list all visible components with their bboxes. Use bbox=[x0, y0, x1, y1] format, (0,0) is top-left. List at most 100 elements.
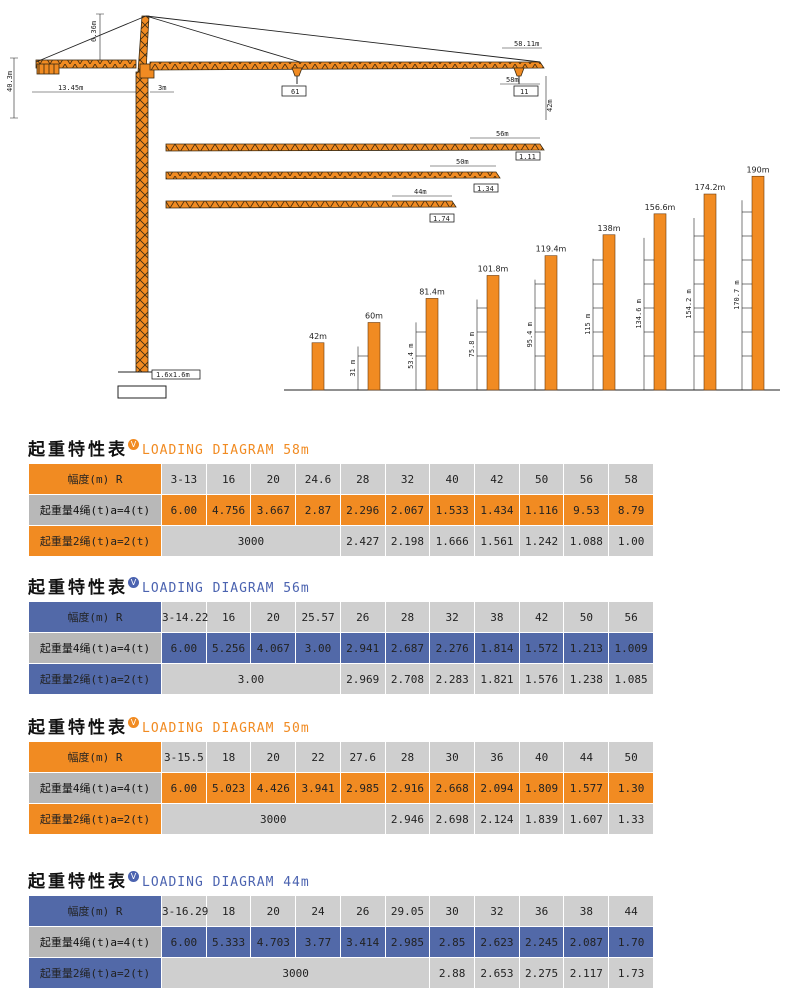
load4-cell: 6.00 bbox=[161, 632, 207, 664]
title-en: LOADING DIAGRAM 56m bbox=[142, 581, 310, 596]
load4-cell: 5.333 bbox=[205, 926, 252, 958]
radius-cell: 58 bbox=[608, 463, 654, 495]
radius-cell: 26 bbox=[339, 895, 386, 927]
load2-row: 起重量2绳(t)a=2(t) 3.00 2.969 2.708 2.283 1.821 1.… bbox=[28, 663, 654, 695]
badge-icon: V bbox=[128, 439, 139, 450]
radius-cell: 18 bbox=[205, 741, 252, 773]
loading-table: 幅度(m) R 3-13 16 20 24.6 28 32 40 42 50 56 58 起重量4绳(t… bbox=[28, 463, 654, 557]
radius-cell: 30 bbox=[429, 741, 476, 773]
load2-cell: 1.242 bbox=[518, 525, 565, 557]
tower-bar bbox=[367, 322, 381, 391]
load2-merged-cell: 3000 bbox=[161, 525, 341, 557]
load4-cell: 1.009 bbox=[608, 632, 654, 664]
row-header: 起重量4绳(t)a=4(t) bbox=[28, 494, 162, 526]
load2-cell: 1.821 bbox=[474, 663, 520, 695]
radius-cell: 3-14.22 bbox=[161, 601, 208, 633]
tower-heights: 42m 60m 31 m 81.4m 53.4 m 101.8m 75.8 m 119.4m 9… bbox=[309, 165, 770, 391]
cap-height-label: 6.36m bbox=[90, 21, 98, 42]
alt-jib-44-length: 44m bbox=[414, 188, 427, 196]
free-height-label: 53.4 m bbox=[407, 344, 415, 369]
load2-cell: 1.607 bbox=[563, 803, 610, 835]
load4-cell: 4.756 bbox=[205, 494, 252, 526]
tower-bar bbox=[751, 175, 765, 391]
load4-cell: 5.023 bbox=[205, 772, 252, 804]
radius-cell: 16 bbox=[205, 463, 252, 495]
radius-cell: 56 bbox=[563, 463, 610, 495]
load2-cell: 1.085 bbox=[608, 663, 654, 695]
radius-cell: 36 bbox=[518, 895, 565, 927]
load4-cell: 1.70 bbox=[608, 926, 654, 958]
title-zh: 起重特性表 bbox=[28, 578, 128, 598]
tower-bar bbox=[425, 298, 439, 391]
load4-cell: 1.116 bbox=[518, 494, 565, 526]
load4-cell: 1.30 bbox=[608, 772, 654, 804]
loading-table: 幅度(m) R 3-16.29 18 20 24 26 29.05 30 32 36 38 44 起重量… bbox=[28, 895, 654, 989]
radius-cell: 16 bbox=[205, 601, 252, 633]
tower-bar bbox=[653, 213, 667, 391]
load4-cell: 3.414 bbox=[339, 926, 386, 958]
load2-cell: 2.283 bbox=[429, 663, 476, 695]
load4-cell: 3.667 bbox=[250, 494, 297, 526]
load2-cell: 1.666 bbox=[429, 525, 476, 557]
load4-cell: 4.703 bbox=[250, 926, 297, 958]
alt-jib-56-length: 56m bbox=[496, 130, 509, 138]
load2-merged-cell: 3000 bbox=[160, 957, 431, 989]
radius-cell: 36 bbox=[474, 741, 520, 773]
load2-cell: 1.238 bbox=[563, 663, 610, 695]
load2-cell: 1.576 bbox=[518, 663, 565, 695]
tower-top-label: 156.6m bbox=[645, 203, 676, 212]
load2-cell: 1.561 bbox=[474, 525, 520, 557]
row-header: 起重量4绳(t)a=4(t) bbox=[28, 926, 162, 958]
load2-merged-cell: 3000 bbox=[161, 803, 386, 835]
radius-row: 幅度(m) R 3-15.5 18 20 22 27.6 28 30 36 40 44 50 bbox=[28, 741, 654, 773]
title-en: LOADING DIAGRAM 58m bbox=[142, 443, 310, 458]
loading-diagram-section: 起重特性表 V LOADING DIAGRAM 50m 幅度(m) R 3-15.5 18… bbox=[28, 712, 654, 835]
offset-label: 3m bbox=[158, 84, 166, 92]
load2-merged-cell: 3.00 bbox=[161, 663, 341, 695]
loading-diagram-section: 起重特性表 V LOADING DIAGRAM 44m 幅度(m) R 3-16.29 1… bbox=[28, 866, 654, 989]
load2-cell: 1.088 bbox=[563, 525, 610, 557]
load4-cell: 2.623 bbox=[474, 926, 520, 958]
radius-cell: 38 bbox=[474, 601, 520, 633]
load2-row: 起重量2绳(t)a=2(t) 3000 2.946 2.698 2.124 1.839 1.… bbox=[28, 803, 654, 835]
load4-cell: 2.916 bbox=[384, 772, 431, 804]
radius-cell: 42 bbox=[518, 601, 565, 633]
radius-cell: 28 bbox=[384, 741, 431, 773]
tower-top-label: 42m bbox=[309, 332, 327, 341]
load4-cell: 3.941 bbox=[295, 772, 341, 804]
load4-cell: 2.094 bbox=[474, 772, 520, 804]
radius-row: 幅度(m) R 3-13 16 20 24.6 28 32 40 42 50 56 58 bbox=[28, 463, 654, 495]
tower-top-label: 190m bbox=[746, 165, 769, 174]
radius-cell: 24 bbox=[295, 895, 341, 927]
load2-cell: 2.969 bbox=[339, 663, 386, 695]
free-height-label: 95.4 m bbox=[526, 322, 534, 347]
tower-bar bbox=[602, 234, 616, 391]
load4-cell: 6.00 bbox=[161, 772, 207, 804]
title-zh: 起重特性表 bbox=[28, 872, 128, 892]
load2-cell: 2.198 bbox=[384, 525, 431, 557]
load4-cell: 1.814 bbox=[474, 632, 520, 664]
load2-cell: 1.839 bbox=[518, 803, 565, 835]
radius-cell: 50 bbox=[518, 463, 565, 495]
radius-cell: 38 bbox=[563, 895, 610, 927]
radius-cell: 40 bbox=[429, 463, 476, 495]
radius-cell: 20 bbox=[250, 463, 297, 495]
tower-cap bbox=[137, 15, 150, 73]
load4-cell: 2.985 bbox=[339, 772, 386, 804]
title-zh: 起重特性表 bbox=[28, 440, 128, 460]
free-height-label: 115 m bbox=[584, 314, 592, 335]
loading-diagram-section: 起重特性表 V LOADING DIAGRAM 58m 幅度(m) R 3-13 16 20… bbox=[28, 434, 654, 557]
radius-cell: 32 bbox=[429, 601, 476, 633]
radius-cell: 44 bbox=[563, 741, 610, 773]
radius-row: 幅度(m) R 3-16.29 18 20 24 26 29.05 30 32 36 38 44 bbox=[28, 895, 654, 927]
loading-table: 幅度(m) R 3-14.22 16 20 25.57 26 28 32 38 42 50 56 起重量… bbox=[28, 601, 654, 695]
alt-jib-50 bbox=[165, 165, 501, 193]
load4-cell: 1.809 bbox=[518, 772, 565, 804]
tower-bar bbox=[544, 255, 558, 391]
radius-cell: 56 bbox=[608, 601, 654, 633]
loading-table: 幅度(m) R 3-15.5 18 20 22 27.6 28 30 36 40 44 50 起重量4绳… bbox=[28, 741, 654, 835]
load2-cell: 2.88 bbox=[429, 957, 476, 989]
badge-icon: V bbox=[128, 577, 139, 588]
row-header: 起重量2绳(t)a=2(t) bbox=[28, 663, 162, 695]
load4-cell: 2.067 bbox=[384, 494, 431, 526]
